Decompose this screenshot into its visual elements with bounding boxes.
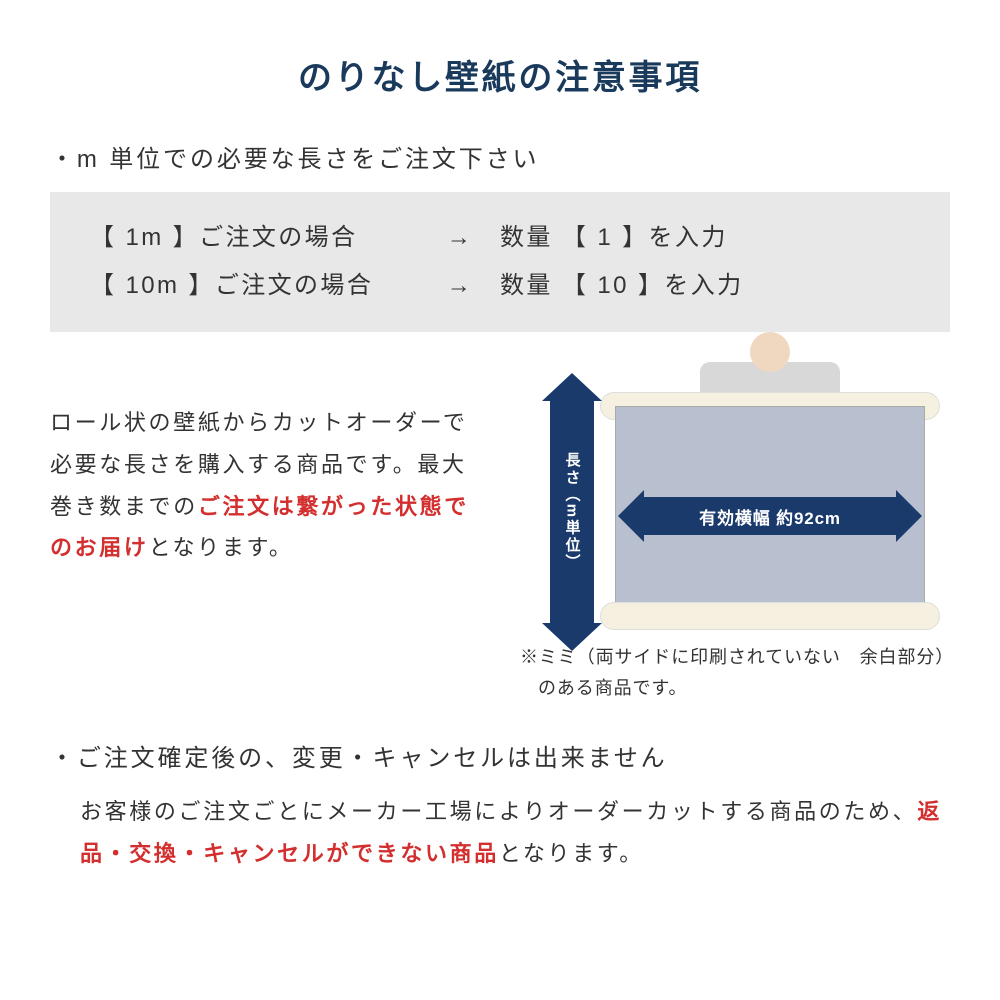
cancellation-section: ・ご注文確定後の、変更・キャンセルは出来ません お客様のご注文ごとにメーカー工場… bbox=[50, 738, 950, 875]
cancel-post: となります。 bbox=[499, 841, 644, 866]
page-title: のりなし壁紙の注意事項 bbox=[50, 50, 950, 99]
wallpaper-roll-bottom bbox=[600, 602, 940, 630]
example-2-left: 【 10m 】ご注文の場合 bbox=[90, 262, 420, 310]
length-label: 長さ（m単位） bbox=[562, 452, 583, 571]
example-1-right: 数量 【 1 】を入力 bbox=[500, 214, 910, 262]
example-1-left: 【 1m 】ご注文の場合 bbox=[90, 214, 420, 262]
cancel-pre: お客様のご注文ごとにメーカー工場によりオーダーカットする商品のため、 bbox=[80, 799, 917, 824]
example-row-1: 【 1m 】ご注文の場合 → 数量 【 1 】を入力 bbox=[90, 214, 910, 262]
quantity-example-box: 【 1m 】ご注文の場合 → 数量 【 1 】を入力 【 10m 】ご注文の場合… bbox=[50, 192, 950, 332]
bullet-order-unit: ・m 単位での必要な長さをご注文下さい bbox=[50, 139, 950, 174]
desc-post: となります。 bbox=[149, 535, 294, 560]
bullet-no-cancel: ・ご注文確定後の、変更・キャンセルは出来ません bbox=[50, 738, 950, 773]
dimension-diagram: 長さ（m単位） 有効横幅 約92cm ※ミミ（両サイドに印刷されていない 余白部… bbox=[490, 362, 950, 703]
example-2-right: 数量 【 10 】を入力 bbox=[500, 262, 910, 310]
page-container: のりなし壁紙の注意事項 ・m 単位での必要な長さをご注文下さい 【 1m 】ご注… bbox=[0, 0, 1000, 875]
length-arrow-icon: 長さ（m単位） bbox=[550, 397, 594, 627]
example-2-arrow: → bbox=[420, 262, 500, 310]
roll-description: ロール状の壁紙からカットオーダーで必要な長さを購入する商品です。最大巻き数までの… bbox=[50, 362, 470, 569]
width-label: 有効横幅 約92cm bbox=[699, 504, 841, 529]
width-arrow-icon: 有効横幅 約92cm bbox=[640, 497, 900, 535]
example-row-2: 【 10m 】ご注文の場合 → 数量 【 10 】を入力 bbox=[90, 262, 910, 310]
person-head bbox=[750, 332, 790, 372]
description-with-diagram: ロール状の壁紙からカットオーダーで必要な長さを購入する商品です。最大巻き数までの… bbox=[50, 362, 950, 703]
no-cancel-detail: お客様のご注文ごとにメーカー工場によりオーダーカットする商品のため、返品・交換・… bbox=[50, 791, 950, 875]
example-1-arrow: → bbox=[420, 214, 500, 262]
mimi-footnote: ※ミミ（両サイドに印刷されていない 余白部分）のある商品です。 bbox=[508, 642, 950, 703]
diagram-canvas: 長さ（m単位） 有効横幅 約92cm bbox=[490, 362, 950, 642]
